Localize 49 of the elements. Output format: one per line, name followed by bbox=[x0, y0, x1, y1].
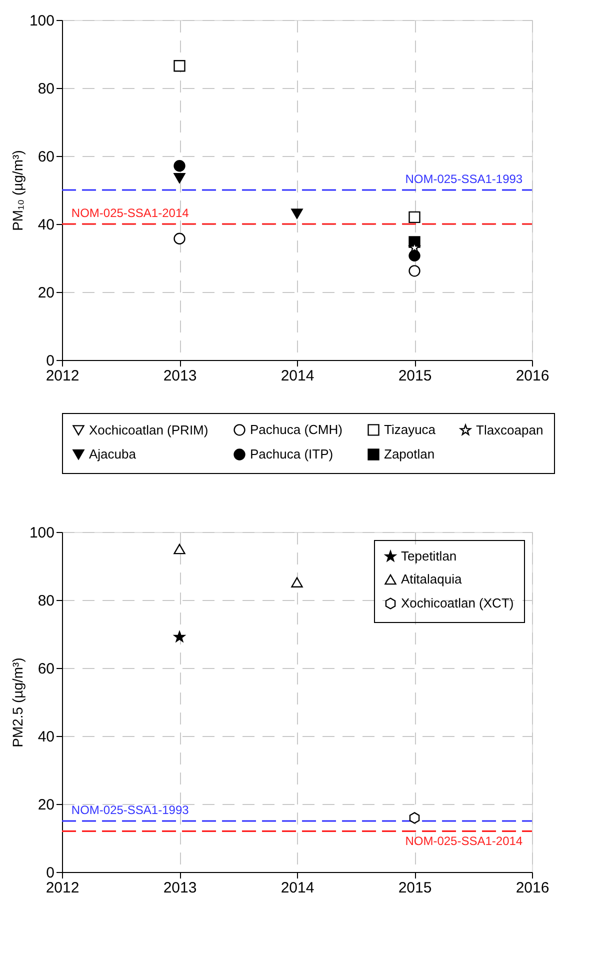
x-tick-label: 2014 bbox=[280, 368, 314, 384]
legend-label: Tepetitlan bbox=[401, 548, 457, 564]
y-tick-label: 100 bbox=[29, 524, 54, 542]
y-tick-label: 80 bbox=[38, 80, 54, 98]
legend-label: Zapotlan bbox=[384, 446, 435, 462]
legend-label: Xochicoatlan (XCT) bbox=[401, 596, 514, 610]
y-tick-label: 80 bbox=[38, 592, 54, 610]
y-tick-label: 60 bbox=[38, 660, 54, 678]
x-tick-label: 2013 bbox=[163, 880, 197, 896]
x-tick-label: 2014 bbox=[280, 880, 314, 896]
point bbox=[174, 232, 186, 244]
x-tick-label: 2015 bbox=[398, 880, 432, 896]
x-tick-label: 2016 bbox=[516, 368, 550, 384]
point bbox=[174, 172, 186, 184]
x-tick-label: 2016 bbox=[516, 880, 550, 896]
x-tick-label: 2012 bbox=[46, 880, 80, 896]
y-tick-label: 20 bbox=[38, 796, 54, 814]
point bbox=[174, 544, 186, 554]
legend-label: Atitalaquia bbox=[401, 572, 462, 586]
legend-label: Pachuca (CMH) bbox=[250, 422, 342, 437]
y-axis-title: PM₁₀ (µg/m³) bbox=[9, 150, 26, 231]
point bbox=[174, 160, 186, 172]
x-tick-label: 2012 bbox=[46, 368, 80, 384]
x-tick-label: 2015 bbox=[398, 368, 432, 384]
point bbox=[291, 577, 303, 588]
y-tick-label: 0 bbox=[46, 864, 54, 882]
point bbox=[174, 631, 186, 642]
legend-label: Tlaxcoapan bbox=[476, 422, 544, 438]
y-tick-label: 0 bbox=[46, 352, 54, 370]
legend-label: Ajacuba bbox=[89, 446, 137, 462]
y-axis-title: PM2.5 (µg/m³) bbox=[9, 658, 26, 748]
y-tick-label: 20 bbox=[38, 284, 54, 302]
legend-label: Tizayuca bbox=[384, 422, 436, 437]
ref-line-label: NOM-025-SSA1-2014 bbox=[71, 206, 190, 220]
point bbox=[408, 211, 420, 224]
y-tick-label: 40 bbox=[38, 728, 54, 746]
ref-line-label: NOM-025-SSA1-2014 bbox=[405, 834, 523, 848]
y-tick-label: 40 bbox=[38, 216, 54, 234]
ref-line-label: NOM-025-SSA1-1993 bbox=[405, 172, 523, 186]
y-tick-label: 100 bbox=[29, 12, 54, 30]
point bbox=[291, 208, 303, 219]
x-tick-label: 2013 bbox=[163, 368, 197, 384]
y-tick-label: 60 bbox=[38, 148, 54, 166]
point bbox=[174, 60, 186, 72]
point bbox=[408, 265, 420, 277]
legend-label: Pachuca (ITP) bbox=[250, 446, 334, 462]
ref-line-label: NOM-025-SSA1-1993 bbox=[71, 803, 190, 817]
legend-label: Xochicoatlan (PRIM) bbox=[89, 422, 208, 438]
point bbox=[409, 812, 420, 824]
